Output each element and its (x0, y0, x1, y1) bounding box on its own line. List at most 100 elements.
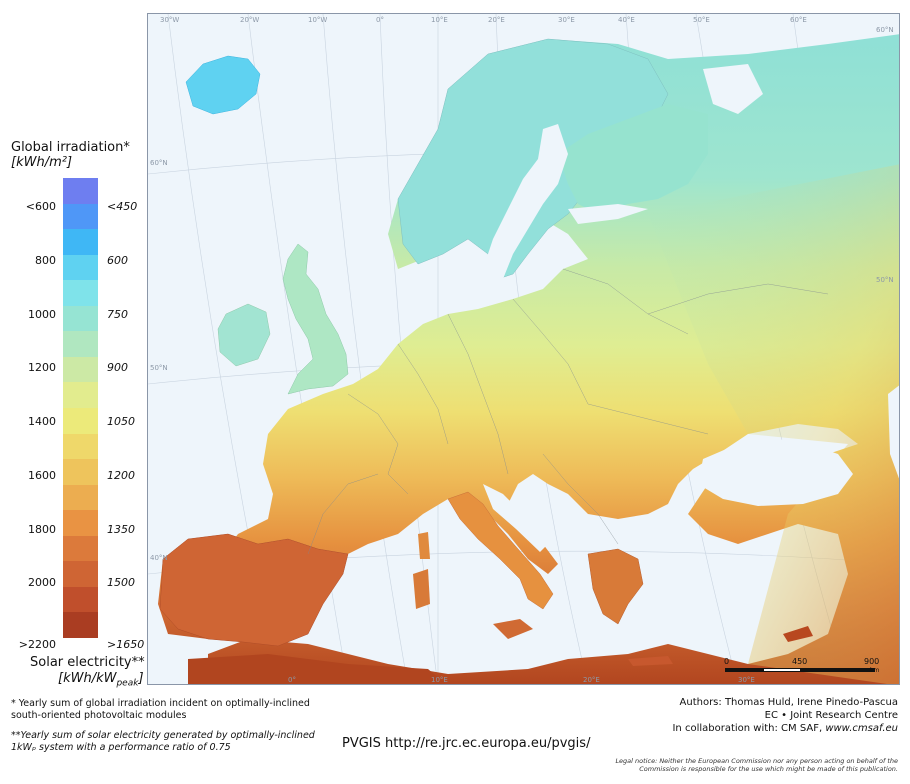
gulf-of-finland (568, 204, 648, 224)
legend-color-step (63, 254, 98, 281)
graticule-top-label: 50°E (693, 16, 710, 24)
legend-tick-irradiation: >2200 (18, 638, 56, 651)
scale-segment (763, 668, 801, 672)
crete (628, 656, 673, 666)
north-africa (188, 654, 446, 684)
legend-tick-electricity: >1650 (107, 638, 145, 651)
scale-unit: km (870, 667, 880, 674)
legend-tick-irradiation: <600 (25, 200, 56, 213)
ireland (217, 303, 271, 367)
credits-collab-prefix: In collaboration with: CM SAF, (672, 723, 826, 734)
legend-tick-electricity: <450 (107, 200, 138, 213)
legend-color-step (63, 408, 98, 435)
scale-label: 450 (792, 657, 808, 666)
corsica (418, 532, 430, 559)
greece (587, 548, 644, 625)
legend-color-step (63, 561, 98, 588)
east-shading (648, 164, 899, 684)
legend-color-step (63, 433, 98, 460)
adriatic-sea (483, 484, 548, 552)
credits-collab-url[interactable]: www.cmsaf.eu (825, 723, 898, 734)
legend-color-step (63, 305, 98, 332)
great-britain (282, 243, 349, 395)
graticule-bottom-label: 20°E (583, 676, 600, 684)
legend-tick-irradiation: 1600 (28, 468, 56, 482)
finland (558, 104, 708, 214)
legend-colorbar (63, 178, 98, 639)
legend-title: Global irradiation* (11, 140, 130, 155)
legend-color-step (63, 280, 98, 307)
legend-color-step (63, 178, 98, 205)
black-sea (698, 439, 853, 506)
iberia (159, 533, 349, 647)
legend-tick-electricity: 1500 (107, 576, 135, 590)
legend-color-step (63, 331, 98, 358)
country-borders (307, 268, 829, 555)
legend-tick-electricity: 1200 (107, 468, 135, 482)
legend-color-step (63, 229, 98, 256)
map-canvas (148, 14, 899, 684)
legend-tick-irradiation: 1000 (28, 307, 56, 321)
credits-collab: In collaboration with: CM SAF, www.cmsaf… (672, 722, 898, 735)
graticule-bottom-label: 30°E (738, 676, 755, 684)
legend-color-step (63, 484, 98, 511)
legend-tick-irradiation: 1400 (28, 415, 56, 428)
legend-bottom-unit-text: [kWh/kW (58, 671, 117, 686)
caspian-sea (888, 385, 899, 479)
legend-unit: [kWh/m²] (11, 155, 73, 170)
irradiation-map: 30°W 20°W 10°W 0° 10°E 20°E 30°E 40°E 50… (147, 13, 900, 685)
credits-authors: Authors: Thomas Huld, Irene Pinedo-Pascu… (679, 697, 898, 708)
italy (447, 491, 554, 610)
graticule-top-label: 40°E (618, 16, 635, 24)
legend-color-step (63, 535, 98, 562)
legend-tick-irradiation: 1200 (28, 361, 56, 375)
legend-bottom-unit-sub: peak (116, 678, 139, 689)
credits-org: EC • Joint Research Centre (764, 710, 898, 721)
legend-bottom-unit: [kWh/kWpeak] (58, 671, 144, 689)
graticule-top-label: 30°E (558, 16, 575, 24)
graticule-left-label: 60°N (150, 159, 168, 167)
legend-bottom-unit-end: ] (138, 671, 144, 686)
graticule-top-label: 10°E (431, 16, 448, 24)
scale-label: 900 (864, 657, 880, 666)
cyprus (783, 626, 813, 642)
scale-bar: 0 450 900 km (724, 657, 880, 679)
legend-color-step (63, 586, 98, 613)
credits: Authors: Thomas Huld, Irene Pinedo-Pascu… (672, 696, 898, 735)
continent-landmass (158, 34, 899, 684)
graticule-top-label: 0° (376, 16, 384, 24)
legend-color-step (63, 459, 98, 486)
legend-tick-electricity: 900 (107, 361, 128, 375)
footnote-irradiation: * Yearly sum of global irradiation incid… (11, 698, 310, 721)
scale-label: 0 (724, 657, 730, 666)
graticule-left-label: 40°N (150, 554, 168, 562)
scale-segment (725, 668, 763, 672)
legal-notice: Legal notice: Neither the European Commi… (615, 757, 898, 773)
white-sea (703, 64, 763, 114)
graticule-bottom-label: 0° (288, 676, 296, 684)
iceland (185, 55, 261, 115)
legend-tick-irradiation: 2000 (28, 576, 56, 590)
legend-tick-electricity: 600 (107, 253, 128, 267)
graticule-top-label: 30°W (160, 16, 180, 24)
legend-color-step (63, 510, 98, 537)
graticule-left-label: 50°N (150, 364, 168, 372)
legend-color-step (63, 612, 98, 639)
sicily (493, 619, 533, 639)
legend-color-step (63, 356, 98, 383)
footnote-electricity: **Yearly sum of solar electricity genera… (11, 730, 315, 753)
legend-tick-irradiation: 800 (35, 253, 56, 267)
graticule-top-label: 20°E (488, 16, 505, 24)
baltic-sea (483, 124, 568, 289)
sardinia (413, 569, 430, 609)
legend-color-step (63, 203, 98, 230)
pvgis-link[interactable]: PVGIS http://re.jrc.ec.europa.eu/pvgis/ (342, 736, 591, 751)
legend-tick-electricity: 1050 (107, 415, 135, 428)
graticule-top-label: 20°W (240, 16, 260, 24)
scale-segment (801, 668, 875, 672)
graticule-right-label: 60°N (876, 26, 894, 34)
graticule-top-label: 60°E (790, 16, 807, 24)
graticule-right-label: 50°N (876, 276, 894, 284)
legend-color-step (63, 382, 98, 409)
legend-tick-electricity: 750 (107, 307, 128, 321)
